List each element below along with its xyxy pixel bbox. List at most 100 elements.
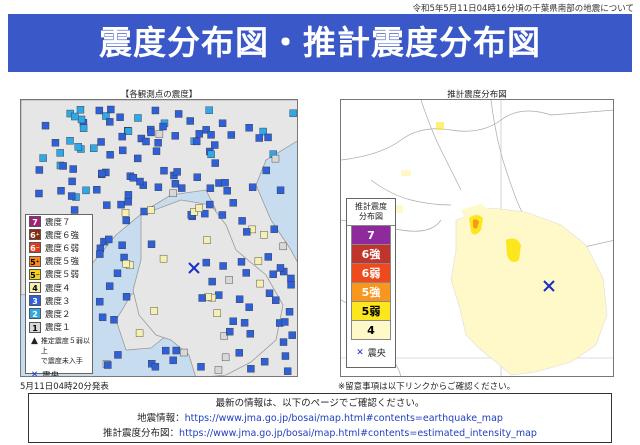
station-marker [110, 316, 118, 324]
estimated-intensity-map-link[interactable]: https://www.jma.go.jp/bosai/map.html#con… [179, 428, 537, 439]
station-marker [171, 180, 180, 188]
station-marker [195, 130, 203, 138]
left-panel-title: 【各観測点の震度】 [120, 90, 198, 100]
station-marker [285, 308, 294, 316]
earthquake-map-link[interactable]: https://www.jma.go.jp/bosai/map.html#con… [184, 413, 503, 424]
station-marker [248, 183, 257, 191]
station-marker [96, 250, 104, 258]
observed-intensity-map: 7 震度７ 6⁺ 震度６強 6⁻ 震度６弱 5⁺ 震度５強 5⁻ 震度５弱 4 震度４ 3 震度３ 2 震度２… [20, 99, 298, 377]
station-marker [202, 126, 210, 134]
station-marker [245, 303, 253, 311]
station-marker [124, 127, 133, 135]
station-marker [201, 209, 209, 218]
station-marker [76, 106, 85, 114]
intensity-5-weak-spot [436, 122, 444, 130]
station-marker [208, 277, 216, 286]
station-marker [135, 329, 144, 337]
intensity-4-area [450, 207, 608, 376]
station-marker [159, 122, 167, 131]
intensity-4-spot-2 [391, 205, 403, 213]
station-marker [105, 235, 113, 244]
station-marker [121, 209, 130, 217]
station-marker [256, 279, 264, 288]
station-marker [74, 143, 82, 151]
station-marker [271, 154, 280, 163]
legend-swatch: 6⁺ [29, 229, 41, 241]
station-marker [269, 270, 277, 278]
station-marker [147, 206, 155, 214]
station-marker [193, 173, 201, 181]
station-marker [226, 327, 234, 336]
station-marker [173, 168, 181, 176]
station-marker [211, 141, 219, 149]
station-marker [279, 242, 287, 251]
legend-label: 震度７ [45, 217, 71, 228]
station-marker [79, 124, 88, 132]
info-line-3-label: 推計震度分布図： [103, 428, 180, 439]
legend-swatch: 2 [29, 308, 41, 320]
station-marker [151, 363, 160, 371]
header-note: 令和5年5月11日04時16分頃の千葉県南部の地震について [412, 4, 634, 14]
station-marker [129, 174, 138, 182]
station-marker [245, 124, 253, 132]
station-marker [120, 253, 128, 262]
station-marker [96, 297, 104, 306]
station-marker [154, 139, 162, 147]
legend-swatch: 1 [29, 321, 41, 333]
station-marker [114, 351, 122, 359]
left-caption: 5月11日04時20分発表 [20, 382, 109, 392]
station-marker [82, 186, 90, 195]
info-line-3: 推計震度分布図：https://www.jma.go.jp/bosai/map.… [29, 426, 611, 441]
station-marker [140, 207, 148, 216]
station-marker [207, 150, 215, 159]
station-marker [172, 346, 180, 355]
station-marker [95, 106, 104, 115]
station-marker [117, 200, 125, 209]
station-marker [206, 200, 214, 209]
legend-swatch: 6⁻ [29, 242, 41, 254]
station-marker [264, 253, 273, 261]
station-marker [151, 106, 160, 115]
station-marker [134, 114, 142, 122]
station-marker [288, 331, 296, 339]
station-marker [147, 128, 155, 137]
epicenter-label: 震央 [367, 349, 386, 359]
legend2-title-2: 分布図 [359, 212, 383, 221]
legend-label: 震度１ [45, 323, 71, 334]
station-marker [198, 294, 206, 302]
station-marker [281, 352, 290, 360]
legend-row: 1 震度１ [26, 321, 92, 334]
station-marker [240, 319, 249, 327]
legend-label: 震度２ [45, 309, 71, 320]
legend-row: 6⁺ 震度６強 [26, 228, 92, 241]
station-marker [287, 281, 295, 289]
station-marker [107, 105, 115, 114]
station-marker [41, 121, 50, 130]
station-marker [122, 260, 130, 268]
right-caption: ※留意事項は以下リンクからご確認ください。 [338, 382, 516, 392]
legend2-row: 6弱 [351, 264, 391, 283]
epicenter-icon: ✕ [356, 347, 364, 358]
station-marker [221, 179, 229, 187]
intensity-5-weak-area-central [506, 238, 521, 263]
station-marker [276, 186, 285, 194]
station-marker [281, 318, 289, 326]
info-line-2: 地震情報：https://www.jma.go.jp/bosai/map.htm… [29, 411, 611, 426]
station-marker [103, 201, 111, 209]
station-marker [124, 198, 132, 206]
info-line-1: 最新の情報は、以下のページでご確認ください。 [215, 398, 425, 409]
station-marker [169, 189, 177, 197]
station-marker [221, 353, 230, 362]
station-marker [205, 106, 213, 114]
station-marker [118, 241, 126, 249]
station-marker [122, 292, 131, 301]
station-marker [136, 177, 144, 186]
station-marker [119, 146, 127, 155]
station-marker [133, 154, 142, 163]
station-marker [69, 165, 77, 173]
station-marker [67, 192, 76, 200]
station-marker [195, 204, 203, 212]
station-marker [66, 137, 74, 145]
page-title: 震度分布図・推計震度分布図 [8, 14, 632, 72]
station-marker [77, 115, 86, 124]
